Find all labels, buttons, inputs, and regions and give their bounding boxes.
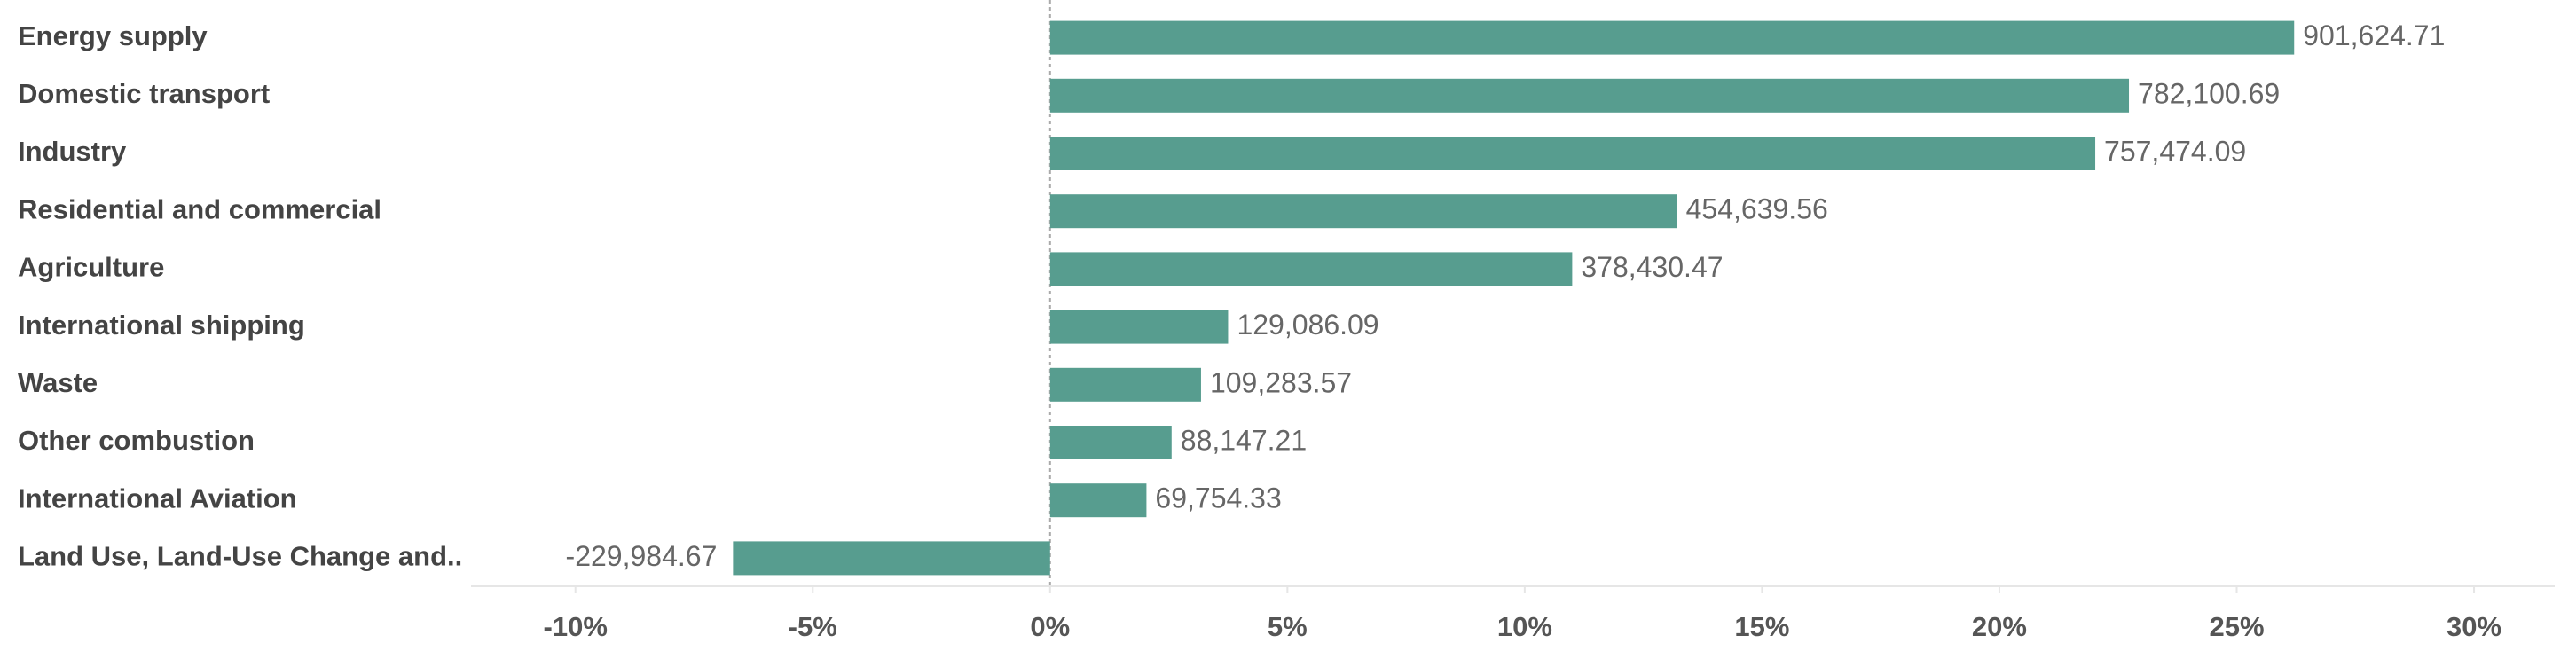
value-label: 454,639.56 [1686, 193, 1828, 225]
category-label: Agriculture [18, 252, 164, 283]
value-label: -229,984.67 [566, 540, 718, 572]
category-label: Waste [18, 367, 98, 398]
value-label: 901,624.71 [2303, 20, 2445, 51]
category-label: Residential and commercial [18, 193, 381, 224]
value-label: 109,283.57 [1210, 366, 1352, 398]
category-label: Domestic transport [18, 78, 270, 109]
x-tick-label: -5% [789, 611, 837, 642]
x-tick-label: 0% [1030, 611, 1070, 642]
value-label: 782,100.69 [2138, 77, 2280, 109]
x-tick-label: 15% [1734, 611, 1789, 642]
bar [1049, 252, 1573, 286]
category-label: Energy supply [18, 20, 208, 51]
value-label: 88,147.21 [1181, 424, 1307, 456]
category-label: Other combustion [18, 425, 255, 456]
value-label: 129,086.09 [1237, 309, 1378, 341]
value-label: 378,430.47 [1581, 251, 1723, 283]
bar [1049, 20, 2295, 55]
x-tick-label: 30% [2446, 611, 2501, 642]
category-label: International shipping [18, 310, 305, 341]
x-tick-label: -10% [544, 611, 608, 642]
x-tick-label: 25% [2209, 611, 2264, 642]
bar [1049, 310, 1229, 344]
bar [1049, 426, 1172, 459]
category-label: International Aviation [18, 482, 297, 514]
x-tick-label: 5% [1268, 611, 1308, 642]
x-tick-label: 10% [1497, 611, 1552, 642]
bar [1049, 78, 2130, 113]
bar [1049, 367, 1201, 402]
x-tick-label: 20% [1972, 611, 2027, 642]
value-label: 69,754.33 [1155, 482, 1281, 514]
bar [733, 541, 1050, 576]
category-label: Industry [18, 136, 127, 167]
category-label: Land Use, Land-Use Change and.. [18, 541, 462, 572]
value-label: 757,474.09 [2104, 135, 2246, 167]
bar [1049, 137, 2096, 170]
bar [1049, 194, 1677, 229]
bar [1049, 483, 1147, 518]
